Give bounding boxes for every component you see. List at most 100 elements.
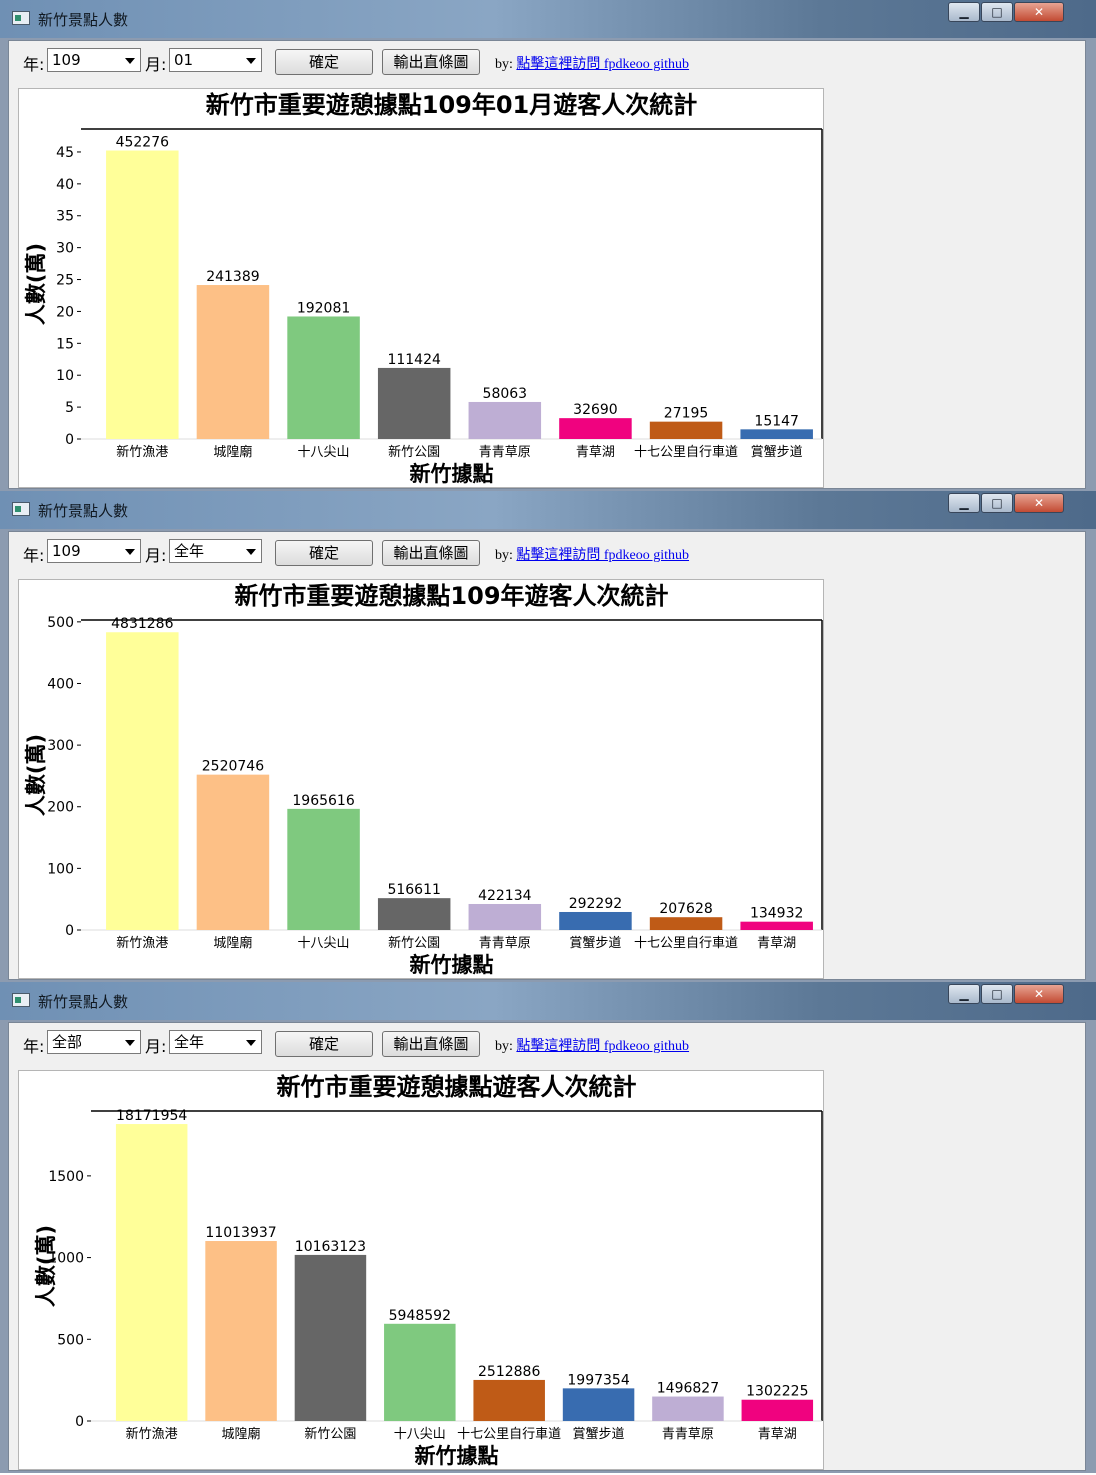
- x-tick-label: 青草湖: [758, 1427, 797, 1442]
- year-select-value: 109: [52, 51, 81, 69]
- y-tick-label: 100: [47, 861, 74, 877]
- minimize-button[interactable]: ▁: [948, 2, 980, 22]
- y-tick-label: 45: [56, 145, 74, 161]
- bar-value-label: 18171954: [116, 1108, 187, 1124]
- bar: [740, 922, 813, 930]
- y-tick-label: 15: [56, 336, 74, 352]
- bar-value-label: 241389: [206, 269, 259, 285]
- bar-value-label: 1302225: [746, 1384, 808, 1400]
- x-axis-label: 新竹據點: [410, 462, 494, 486]
- bar-value-label: 32690: [573, 402, 618, 418]
- close-button[interactable]: ✕: [1014, 2, 1064, 22]
- credit-prefix: by:: [495, 1039, 513, 1054]
- app-window: 新竹景點人數 ▁ □ ✕ 年: 109 月: 全年 確定 輸出直條圖 by: 點擊這裡訪問 fpdk…: [0, 491, 1096, 982]
- x-tick-label: 青青草原: [479, 445, 531, 460]
- maximize-button[interactable]: □: [981, 2, 1013, 22]
- credit: by: 點擊這裡訪問 fpdkeoo github: [495, 544, 689, 564]
- window-controls: ▁ □ ✕: [948, 493, 1088, 515]
- year-select[interactable]: 109: [47, 539, 141, 563]
- bar: [473, 1380, 545, 1421]
- bar-value-label: 111424: [387, 352, 441, 368]
- close-button[interactable]: ✕: [1014, 984, 1064, 1004]
- bar-value-label: 134932: [750, 906, 803, 922]
- month-select[interactable]: 01: [169, 48, 262, 72]
- bar: [652, 1397, 724, 1421]
- confirm-button[interactable]: 確定: [275, 1031, 373, 1057]
- bar: [295, 1255, 367, 1421]
- app-icon: [12, 502, 30, 516]
- y-tick-label: 500: [57, 1332, 84, 1348]
- bar: [563, 1388, 635, 1421]
- maximize-button[interactable]: □: [981, 493, 1013, 513]
- window-title: 新竹景點人數: [38, 500, 128, 521]
- query-toolbar: 年: 109 月: 01 確定 輸出直條圖 by: 點擊這裡訪問 fpdkeoo githu…: [9, 41, 1085, 83]
- github-link[interactable]: 點擊這裡訪問 fpdkeoo github: [516, 1039, 689, 1054]
- close-button[interactable]: ✕: [1014, 493, 1064, 513]
- x-tick-label: 城隍廟: [213, 444, 252, 460]
- x-tick-label: 賞蟹步道: [569, 936, 621, 951]
- x-tick-label: 城隍廟: [213, 935, 252, 951]
- bar: [650, 917, 723, 930]
- bar-value-label: 516611: [387, 882, 440, 898]
- credit: by: 點擊這裡訪問 fpdkeoo github: [495, 1035, 689, 1055]
- x-tick-label: 新竹公園: [304, 1426, 356, 1442]
- bar-chart: 新竹市重要遊憩據點109年01月遊客人次統計 0 5 10 15 20 25 30 35 40 45…: [18, 88, 824, 488]
- bar-value-label: 292292: [569, 896, 622, 912]
- year-label: 年:: [23, 542, 44, 566]
- github-link[interactable]: 點擊這裡訪問 fpdkeoo github: [516, 57, 689, 72]
- x-tick-label: 新竹漁港: [116, 935, 168, 951]
- github-link[interactable]: 點擊這裡訪問 fpdkeoo github: [516, 548, 689, 563]
- client-area: 年: 全部 月: 全年 確定 輸出直條圖 by: 點擊這裡訪問 fpdkeoo github…: [8, 1022, 1086, 1471]
- chart-title: 新竹市重要遊憩據點109年遊客人次統計: [234, 582, 668, 610]
- bar-value-label: 1496827: [657, 1381, 719, 1397]
- x-tick-label: 新竹公園: [388, 444, 440, 460]
- month-select[interactable]: 全年: [169, 539, 262, 563]
- x-tick-label: 十七公里自行車道: [457, 1427, 561, 1442]
- minimize-button[interactable]: ▁: [948, 984, 980, 1004]
- bar-value-label: 11013937: [205, 1225, 276, 1241]
- bar: [559, 418, 632, 439]
- year-select-value: 全部: [52, 1033, 82, 1051]
- minimize-button[interactable]: ▁: [948, 493, 980, 513]
- export-chart-button[interactable]: 輸出直條圖: [382, 49, 480, 75]
- credit-prefix: by:: [495, 57, 513, 72]
- window-controls: ▁ □ ✕: [948, 984, 1088, 1006]
- bar: [378, 368, 451, 439]
- bar: [740, 429, 813, 439]
- chevron-down-icon: [125, 1040, 135, 1046]
- month-select[interactable]: 全年: [169, 1030, 262, 1054]
- confirm-button[interactable]: 確定: [275, 49, 373, 75]
- x-axis-label: 新竹據點: [410, 953, 494, 977]
- year-select[interactable]: 全部: [47, 1030, 141, 1054]
- maximize-button[interactable]: □: [981, 984, 1013, 1004]
- bar-value-label: 27195: [664, 406, 709, 422]
- window-titlebar[interactable]: 新竹景點人數 ▁ □ ✕: [0, 982, 1096, 1020]
- x-tick-label: 賞蟹步道: [573, 1427, 625, 1442]
- year-label: 年:: [23, 1033, 44, 1057]
- x-tick-label: 新竹漁港: [116, 444, 168, 460]
- bar-value-label: 2512886: [478, 1364, 540, 1380]
- month-select-value: 01: [174, 51, 193, 69]
- x-axis-label: 新竹據點: [415, 1444, 499, 1468]
- client-area: 年: 109 月: 01 確定 輸出直條圖 by: 點擊這裡訪問 fpdkeoo githu…: [8, 40, 1086, 489]
- export-chart-button[interactable]: 輸出直條圖: [382, 1031, 480, 1057]
- app-icon: [12, 993, 30, 1007]
- chevron-down-icon: [125, 549, 135, 555]
- export-chart-button[interactable]: 輸出直條圖: [382, 540, 480, 566]
- chart-canvas: 新竹市重要遊憩據點遊客人次統計 0 500 1000 1500 人數(萬) 18171954…: [19, 1071, 823, 1469]
- window-titlebar[interactable]: 新竹景點人數 ▁ □ ✕: [0, 491, 1096, 529]
- query-toolbar: 年: 全部 月: 全年 確定 輸出直條圖 by: 點擊這裡訪問 fpdkeoo github: [9, 1023, 1085, 1065]
- window-titlebar[interactable]: 新竹景點人數 ▁ □ ✕: [0, 0, 1096, 38]
- x-tick-label: 十七公里自行車道: [634, 445, 738, 460]
- app-window: 新竹景點人數 ▁ □ ✕ 年: 全部 月: 全年 確定 輸出直條圖 by: 點擊這裡訪問 fpdke…: [0, 982, 1096, 1473]
- y-axis-label: 人數(萬): [34, 1225, 58, 1307]
- confirm-button[interactable]: 確定: [275, 540, 373, 566]
- bar-chart: 新竹市重要遊憩據點遊客人次統計 0 500 1000 1500 人數(萬) 18171954…: [18, 1070, 824, 1470]
- y-tick-label: 200: [47, 800, 74, 816]
- y-tick-label: 0: [65, 923, 74, 939]
- year-select[interactable]: 109: [47, 48, 141, 72]
- y-tick-label: 30: [56, 241, 74, 257]
- bar: [106, 632, 179, 930]
- month-label: 月:: [145, 1033, 166, 1057]
- bar: [287, 809, 360, 930]
